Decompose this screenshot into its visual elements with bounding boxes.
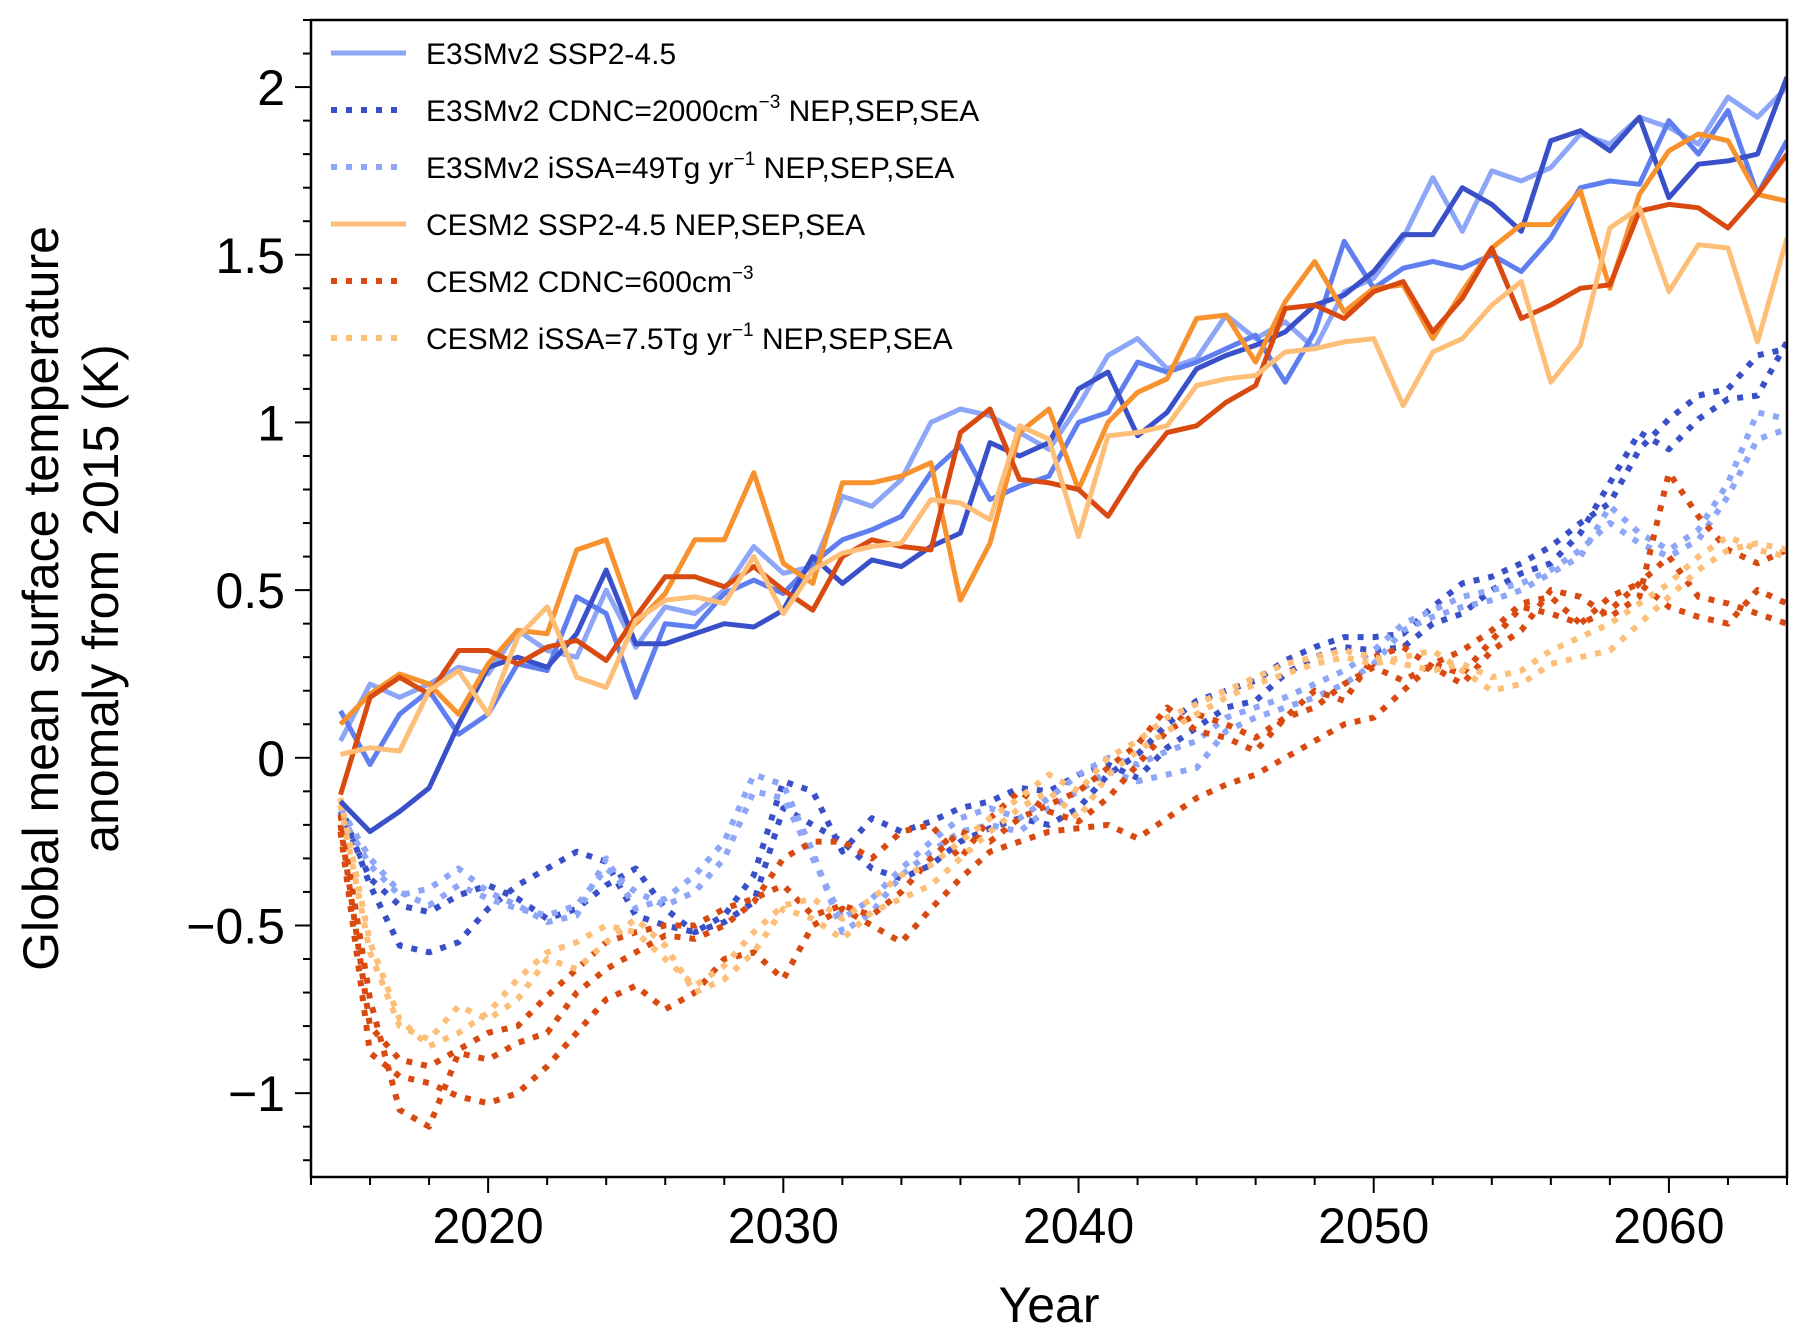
series-line-cesm2-cdnc-600cm-3-member-1 [337,580,1787,1130]
x-axis: 2020 2030 2040 2050 2060 [310,1177,1788,1254]
legend-entry: CESM2 CDNC=600cm−3 [331,263,754,299]
plot-lines [337,76,1787,1130]
x-axis-title: Year [998,1277,1099,1333]
legend-entry: E3SMv2 CDNC=2000cm−3 NEP,SEP,SEA [331,92,979,128]
series-line-e3smv2-ssp2-4-5-member-3 [338,76,1787,835]
series-line-cesm2-issa-7-5tg-yr-1-member-1 [337,540,1787,1043]
x-tick-label: 2060 [1613,1198,1724,1254]
series-line-e3smv2-cdnc-2000cm-3-member-2 [337,345,1787,936]
series-line-cesm2-ssp2-4-5-member-2 [338,152,1787,796]
series-line-e3smv2-issa-49tg-yr-1-member-2 [337,426,1787,922]
series-line-cesm2-cdnc-600cm-3-member-3 [337,553,1787,1107]
legend-label: E3SMv2 CDNC=2000cm−3 NEP,SEP,SEA [426,92,979,128]
legend-label: E3SMv2 SSP2-4.5 [426,38,676,71]
legend-entry: CESM2 iSSA=7.5Tg yr−1 NEP,SEP,SEA [331,320,953,356]
y-axis: −1 −0.5 0 0.5 1 1.5 2 [186,19,311,1162]
y-tick-label: −0.5 [186,898,285,954]
series-line-e3smv2-issa-49tg-yr-1-member-1 [337,409,1787,936]
legend-label: CESM2 iSSA=7.5Tg yr−1 NEP,SEP,SEA [426,320,953,356]
y-tick-label: 2 [257,60,285,116]
x-tick-label: 2050 [1318,1198,1429,1254]
y-axis-title-line-2: anomaly from 2015 (K) [73,344,129,853]
series-line-cesm2-cdnc-600cm-3-member-2 [337,469,1787,1070]
series-line-cesm2-issa-7-5tg-yr-1-member-2 [337,533,1787,1050]
series-line-cesm2-ssp2-4-5-member-1 [338,131,1787,727]
legend: E3SMv2 SSP2-4.5 E3SMv2 CDNC=2000cm−3 NEP,… [331,38,979,356]
y-tick-label: 1 [257,395,285,451]
legend-entry: E3SMv2 SSP2-4.5 [331,38,676,71]
y-tick-label: 0 [257,731,285,787]
y-tick-label: −1 [228,1066,285,1122]
plot-frame [309,18,1789,1179]
y-axis-title-line-1: Global mean surface temperature [13,226,69,971]
legend-entry: E3SMv2 iSSA=49Tg yr−1 NEP,SEP,SEA [331,149,954,185]
legend-label: E3SMv2 iSSA=49Tg yr−1 NEP,SEP,SEA [426,149,954,185]
y-axis-title: Global mean surface temperature anomaly … [13,226,129,971]
legend-label: CESM2 SSP2-4.5 NEP,SEP,SEA [426,209,865,242]
x-tick-label: 2040 [1023,1198,1134,1254]
series-line-cesm2-ssp2-4-5-member-3 [339,205,1787,757]
y-tick-label: 0.5 [215,563,285,619]
y-tick-label: 1.5 [215,228,285,284]
legend-entry: CESM2 SSP2-4.5 NEP,SEP,SEA [331,209,865,242]
legend-label: CESM2 CDNC=600cm−3 [426,263,754,299]
x-tick-label: 2030 [728,1198,839,1254]
x-tick-label: 2020 [433,1198,544,1254]
